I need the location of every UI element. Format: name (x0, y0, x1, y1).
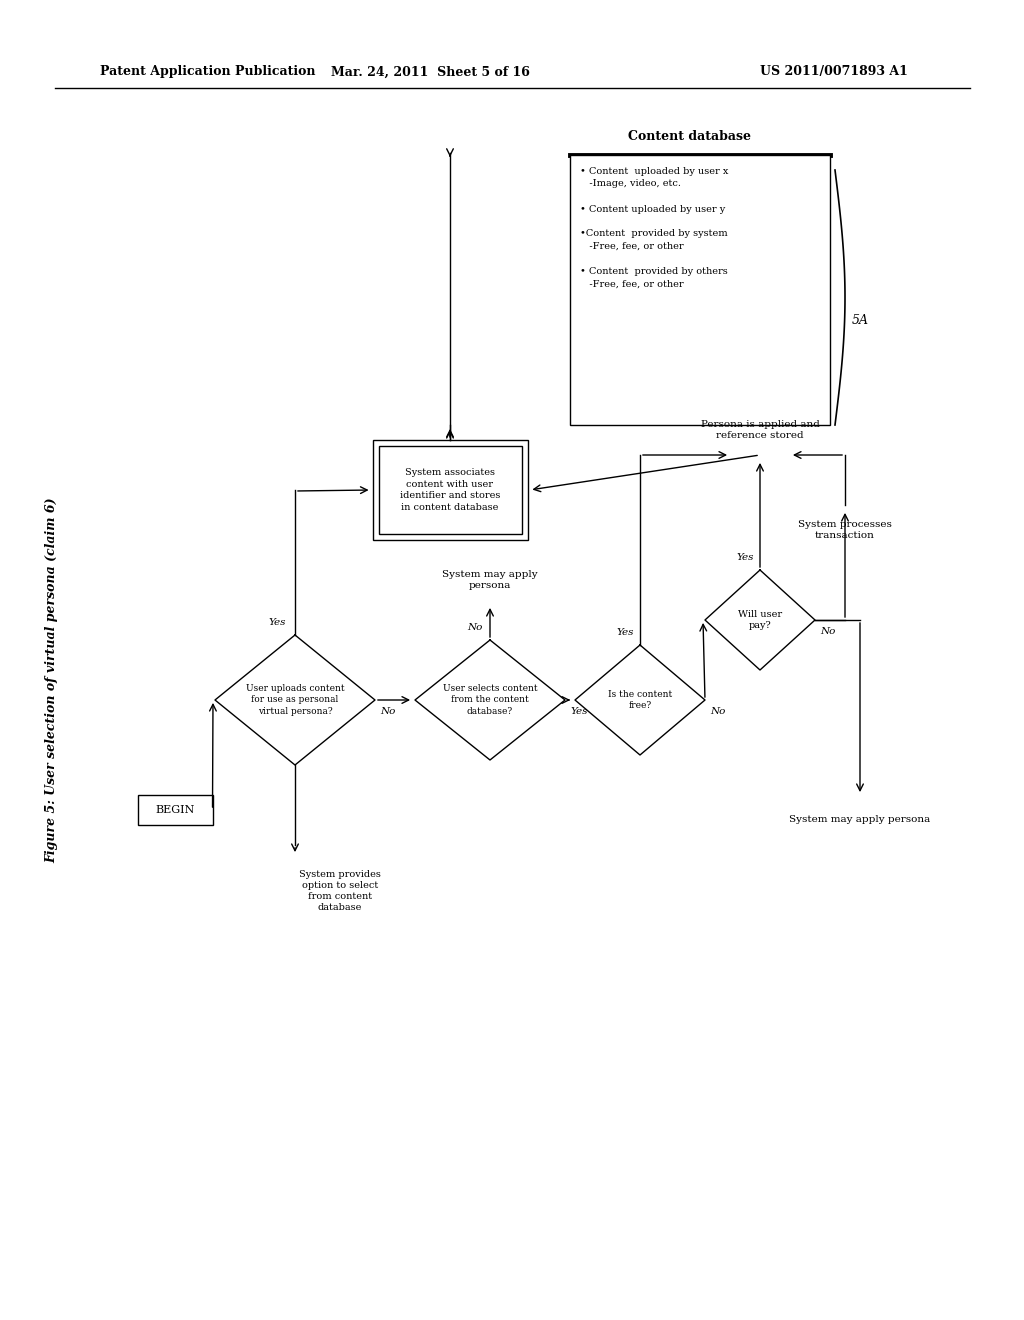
Text: User selects content
from the content
database?: User selects content from the content da… (442, 684, 538, 715)
Text: Patent Application Publication: Patent Application Publication (100, 66, 315, 78)
Bar (379, 446, 521, 535)
Text: No: No (380, 708, 395, 717)
Text: • Content  uploaded by user x
   -Image, video, etc.

• Content uploaded by user: • Content uploaded by user x -Image, vid… (580, 168, 728, 289)
Text: 5A: 5A (852, 314, 869, 326)
Bar (137, 795, 213, 825)
Text: Is the content
free?: Is the content free? (608, 690, 672, 710)
Text: Yes: Yes (570, 708, 588, 717)
Text: System may apply
persona: System may apply persona (442, 570, 538, 590)
Text: US 2011/0071893 A1: US 2011/0071893 A1 (760, 66, 908, 78)
Text: System provides
option to select
from content
database: System provides option to select from co… (299, 870, 381, 912)
Text: Content database: Content database (629, 129, 752, 143)
Text: BEGIN: BEGIN (156, 805, 195, 814)
Text: Will user
pay?: Will user pay? (738, 610, 782, 630)
Text: Mar. 24, 2011  Sheet 5 of 16: Mar. 24, 2011 Sheet 5 of 16 (331, 66, 529, 78)
Text: System processes
transaction: System processes transaction (798, 520, 892, 540)
Text: System associates
content with user
identifier and stores
in content database: System associates content with user iden… (399, 467, 500, 512)
Text: No: No (710, 708, 725, 717)
Text: System may apply persona: System may apply persona (790, 814, 931, 824)
Text: Yes: Yes (736, 553, 754, 562)
Text: Persona is applied and
reference stored: Persona is applied and reference stored (700, 420, 819, 440)
Bar (570, 154, 830, 425)
Text: Yes: Yes (616, 628, 634, 638)
Text: Yes: Yes (268, 618, 286, 627)
Text: No: No (467, 623, 482, 632)
Text: User uploads content
for use as personal
virtual persona?: User uploads content for use as personal… (246, 684, 344, 715)
Text: Figure 5: User selection of virtual persona (claim 6): Figure 5: User selection of virtual pers… (45, 498, 58, 863)
Text: No: No (820, 627, 836, 636)
Bar (373, 440, 527, 540)
